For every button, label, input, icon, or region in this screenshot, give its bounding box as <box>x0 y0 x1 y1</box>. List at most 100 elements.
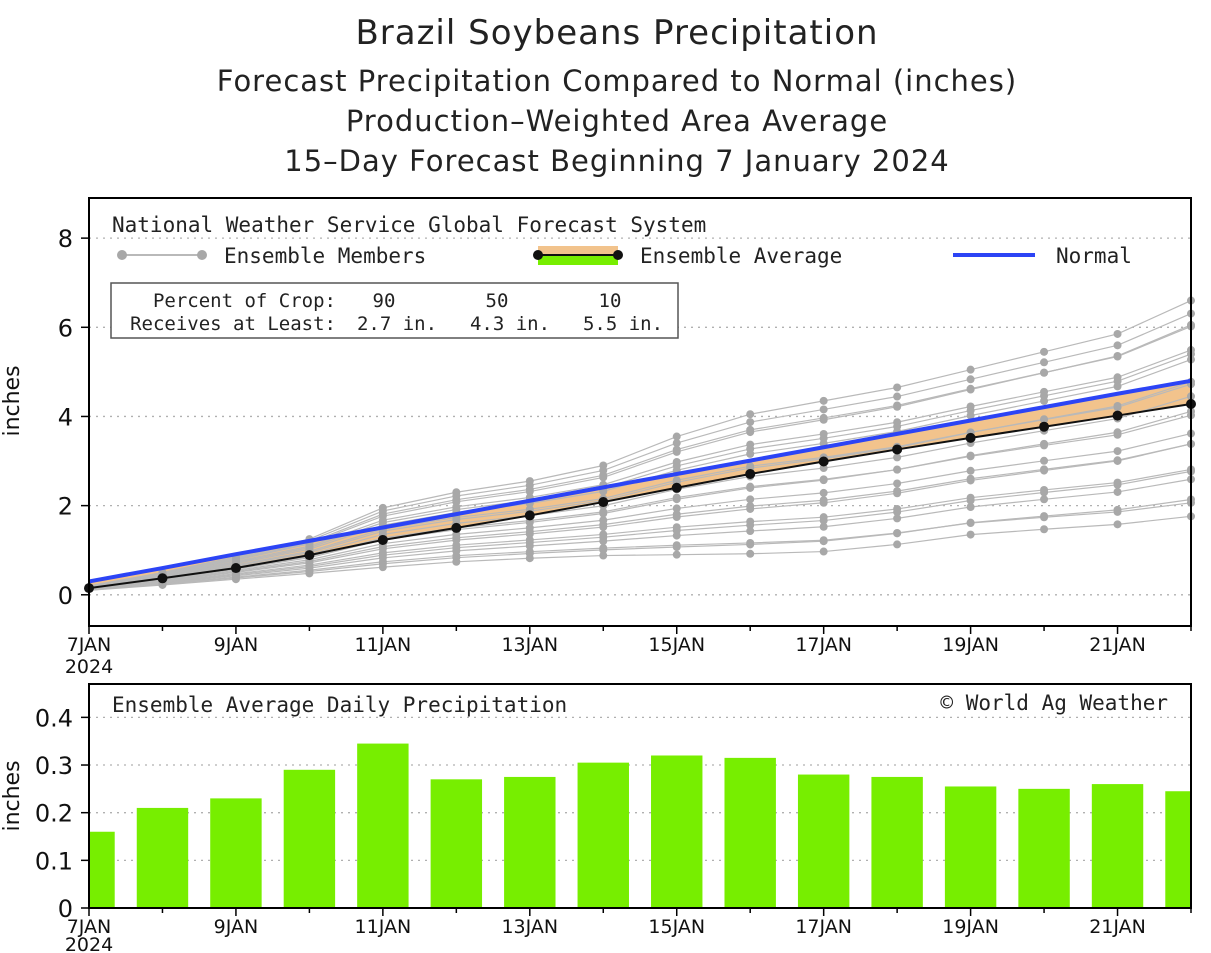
ensemble-member-dot-7-11 <box>893 487 902 496</box>
ensemble-member-dot-5-8 <box>672 523 681 532</box>
ensemble-member-dot-5-14 <box>1113 478 1122 487</box>
daily-bar-13JAN <box>504 776 556 908</box>
ensemble-member-dot-13-8 <box>672 476 681 485</box>
bottom-plot-frame <box>88 683 1192 909</box>
ensemble-member-dot-2-9 <box>746 538 755 547</box>
crop-table-percent-50: 50 <box>486 290 509 312</box>
ensemble-member-dot-7-14 <box>1113 456 1122 465</box>
crop-table-amount-90: 2.7 in. <box>357 313 437 335</box>
ensemble-member-dot-16-12 <box>966 402 975 411</box>
top-xtick-label-7: 21JAN <box>1089 634 1146 656</box>
ensemble-member-dot-20-14 <box>1113 329 1122 338</box>
ensemble-member-dot-0-10 <box>819 547 828 556</box>
ensemble-member-line-17 <box>88 324 1192 588</box>
ensemble-member-dot-13-13 <box>1040 415 1049 424</box>
bottom-xtick-label-3: 13JAN <box>501 916 558 938</box>
ensemble-member-dot-8-8 <box>672 504 681 513</box>
ensemble-member-dot-16-11 <box>893 418 902 427</box>
top-xtick-label-5: 17JAN <box>795 634 852 656</box>
ensemble-member-dot-10-8 <box>672 493 681 502</box>
ensemble-member-line-9 <box>88 410 1192 589</box>
top-x-ticks: 7JAN 9JAN 11JAN 13JAN 15JAN 17JAN 19JAN 21JAN <box>67 626 1192 656</box>
legend-average-label: Ensemble Average <box>640 244 842 268</box>
bottom-xtick-label-1: 9JAN <box>214 916 259 938</box>
ensemble-average-point-5 <box>451 522 462 533</box>
daily-bar-19JAN <box>944 786 997 908</box>
ensemble-member-dot-19-10 <box>819 405 828 414</box>
chart-subtitle-2: Production–Weighted Area Average <box>346 104 888 138</box>
ensemble-member-dot-10-9 <box>746 482 755 491</box>
ensemble-member-dot-20-7 <box>599 461 608 470</box>
ensemble-member-dot-10-7 <box>599 507 608 516</box>
ensemble-average-point-8 <box>671 482 682 493</box>
daily-bar-12JAN <box>430 779 483 908</box>
bottom-x-ticks: 7JAN 9JAN 11JAN 13JAN 15JAN 17JAN 19JAN 21JAN <box>67 908 1192 938</box>
ensemble-member-dot-8-10 <box>819 488 828 497</box>
ensemble-member-dot-8-6 <box>525 523 534 532</box>
daily-bars <box>89 743 1191 908</box>
ensemble-member-dot-2-12 <box>966 519 975 528</box>
ensemble-member-dot-7-8 <box>672 510 681 519</box>
ensemble-member-dot-2-7 <box>599 544 608 553</box>
ensemble-member-dot-5-10 <box>819 513 828 522</box>
ensemble-member-dot-19-12 <box>966 375 975 384</box>
bottom-ytick-label-4: 0.4 <box>35 704 73 732</box>
ensemble-member-dot-19-13 <box>1040 358 1049 367</box>
ensemble-member-dot-20-11 <box>893 383 902 392</box>
top-xtick-label-0: 7JAN <box>67 634 112 656</box>
ensemble-member-dot-5-11 <box>893 504 902 513</box>
bottom-ytick-label-2: 0.2 <box>35 800 73 828</box>
ensemble-member-dot-2-10 <box>819 536 828 545</box>
top-y-ticks: 0 2 4 6 8 <box>58 225 89 610</box>
ensemble-member-dot-11-11 <box>893 453 902 462</box>
ensemble-member-dot-18-14 <box>1113 352 1122 361</box>
legend-members-label: Ensemble Members <box>224 244 426 268</box>
ensemble-member-dot-7-10 <box>819 496 828 505</box>
top-ytick-label-1: 2 <box>58 493 73 521</box>
top-xtick-label-6: 19JAN <box>942 634 999 656</box>
daily-bar-22JAN <box>1165 791 1191 908</box>
ensemble-member-line-4 <box>88 470 1192 591</box>
ensemble-member-dot-3-12 <box>966 502 975 511</box>
crop-table-percent-90: 90 <box>373 290 396 312</box>
ensemble-average-point-9 <box>745 468 756 479</box>
ensemble-member-dot-18-8 <box>672 445 681 454</box>
daily-panel: 0 0.1 0.2 0.3 0.4 7JAN 9JAN 11JAN 13JAN 15JAN 17J… <box>0 683 1192 953</box>
ensemble-member-dot-2-11 <box>893 529 902 538</box>
ensemble-member-dot-16-10 <box>819 429 828 438</box>
legend-average-swatch <box>533 246 623 265</box>
bottom-ytick-label-1: 0.1 <box>35 847 73 875</box>
bottom-xtick-label-4: 15JAN <box>648 916 705 938</box>
crop-table-amount-10: 5.5 in. <box>583 313 663 335</box>
daily-bar-14JAN <box>577 762 629 908</box>
ensemble-average-point-7 <box>598 497 609 508</box>
crop-table-amount-50: 4.3 in. <box>470 313 550 335</box>
ensemble-average-point-11 <box>892 444 903 455</box>
ensemble-member-dot-16-13 <box>1040 387 1049 396</box>
ensemble-member-dot-5-12 <box>966 493 975 502</box>
daily-bar-9JAN <box>210 798 262 908</box>
bottom-xtick-label-7: 21JAN <box>1089 916 1146 938</box>
bottom-y-ticks: 0 0.1 0.2 0.3 0.4 <box>35 704 89 923</box>
ensemble-member-dot-7-9 <box>746 502 755 511</box>
ensemble-member-dot-2-8 <box>672 541 681 550</box>
legend-members-swatch <box>117 250 207 260</box>
ensemble-member-dot-5-13 <box>1040 485 1049 494</box>
ensemble-member-dot-3-13 <box>1040 495 1049 504</box>
ensemble-member-dot-0-9 <box>746 549 755 558</box>
ensemble-member-line-7 <box>88 443 1192 590</box>
ensemble-member-dot-19-8 <box>672 439 681 448</box>
ensemble-member-dot-18-13 <box>1040 368 1049 377</box>
ensemble-member-line-20 <box>88 299 1192 587</box>
ensemble-average-point-1 <box>157 573 168 584</box>
chart-subtitle-1: Forecast Precipitation Compared to Norma… <box>217 64 1017 98</box>
ensemble-member-line-16 <box>88 349 1192 588</box>
top-y-axis-label: inches <box>0 365 25 436</box>
ensemble-member-dot-3-9 <box>746 527 755 536</box>
ensemble-member-dot-0-13 <box>1040 525 1049 534</box>
bottom-panel-title: Ensemble Average Daily Precipitation <box>112 693 567 717</box>
crop-table-row2-label: Receives at Least: <box>130 313 336 335</box>
ensemble-member-line-18 <box>88 325 1192 587</box>
bottom-xtick-label-6: 19JAN <box>942 916 999 938</box>
ensemble-member-dot-0-14 <box>1113 520 1122 529</box>
